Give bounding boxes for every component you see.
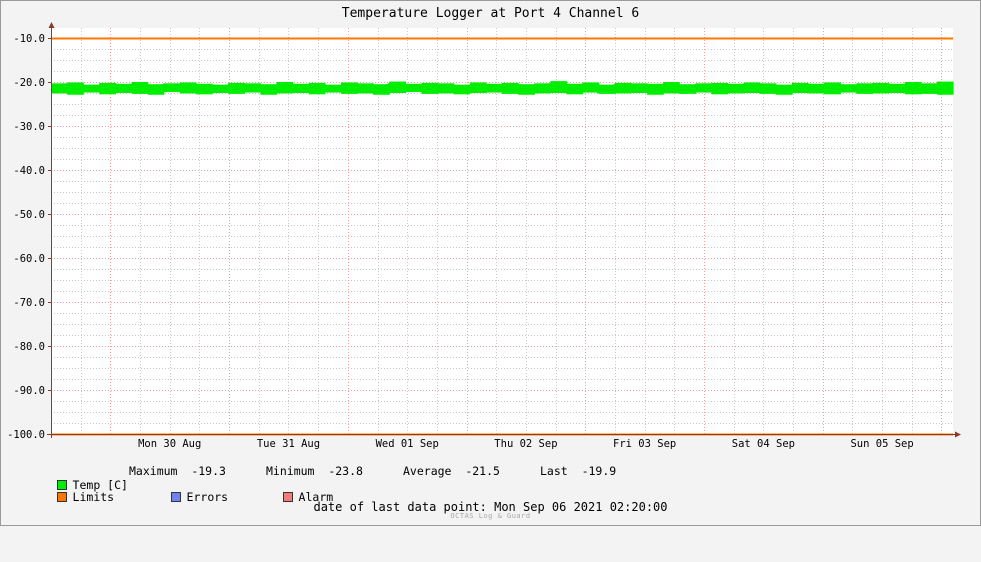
chart-frame: Temperature Logger at Port 4 Channel 6 -… — [0, 0, 981, 526]
plot-background — [51, 28, 953, 434]
legend-label-limits: Limits — [72, 490, 115, 504]
alarm-swatch — [282, 492, 293, 502]
errors-swatch — [170, 492, 181, 502]
legend-item-temp: Temp [C] — [15, 464, 128, 506]
y-tick-label: -40.0 — [13, 165, 45, 177]
x-tick-label: Fri 03 Sep — [613, 438, 676, 450]
y-tick-label: -20.0 — [13, 77, 45, 89]
y-tick-label: -100.0 — [7, 429, 45, 441]
y-axis-arrow — [48, 22, 55, 28]
stat-maximum: Maximum -19.3 — [129, 464, 226, 478]
stat-last: Last -19.9 — [540, 464, 616, 478]
temp-band-segment — [936, 81, 954, 95]
y-tick-label: -50.0 — [13, 209, 45, 221]
legend-row-temp: Temp [C] Maximum -19.3 Minimum -23.8 Ave… — [15, 464, 975, 562]
legend-label-temp: Temp [C] — [72, 478, 128, 492]
plot-area: -10.0 -20.0 -30.0 -40.0 -50.0 -60.0 -70.0 -80.0… — [7, 22, 961, 450]
x-tick-label: Wed 01 Sep — [376, 438, 439, 450]
y-tick-label: -80.0 — [13, 341, 45, 353]
y-tick-label: -10.0 — [13, 33, 45, 45]
stat-average-value: -21.5 — [465, 464, 500, 478]
y-tick-label: -60.0 — [13, 253, 45, 265]
legend-item-errors: Errors — [129, 476, 228, 518]
x-tick-label: Tue 31 Aug — [257, 438, 320, 450]
legend-label-errors: Errors — [186, 490, 229, 504]
last-data-point: date of last data point: Mon Sep 06 2021… — [1, 500, 980, 514]
legend-row-limits: Limits Errors Alarm — [15, 476, 975, 546]
last-data-point-value: Mon Sep 06 2021 02:20:00 — [494, 500, 668, 514]
stat-average-label: Average — [403, 464, 452, 478]
stat-minimum-value: -23.8 — [328, 464, 363, 478]
x-axis-arrow — [955, 431, 961, 438]
stat-last-label: Last — [540, 464, 568, 478]
x-tick-label: Sun 05 Sep — [850, 438, 913, 450]
credit-text: OCTAS Log & Guard — [450, 512, 531, 520]
legend-label-alarm: Alarm — [298, 490, 334, 504]
legend-item-limits: Limits — [15, 476, 114, 518]
stat-minimum-label: Minimum — [266, 464, 315, 478]
y-tick-label: -90.0 — [13, 385, 45, 397]
temp-series-line — [50, 82, 938, 94]
y-tick-label: -30.0 — [13, 121, 45, 133]
stat-last-value: -19.9 — [581, 464, 617, 478]
chart-title: Temperature Logger at Port 4 Channel 6 — [341, 6, 640, 21]
stat-maximum-label: Maximum — [129, 464, 178, 478]
last-data-point-label: date of last data point: — [313, 500, 487, 514]
stat-maximum-value: -19.3 — [191, 464, 226, 478]
stat-average: Average -21.5 — [403, 464, 500, 478]
x-tick-label: Thu 02 Sep — [494, 438, 557, 450]
legend-item-alarm: Alarm — [241, 476, 333, 518]
limits-swatch — [56, 492, 67, 502]
temp-swatch — [56, 480, 67, 490]
stat-minimum: Minimum -23.8 — [266, 464, 363, 478]
x-tick-label: Mon 30 Aug — [138, 438, 201, 450]
x-tick-label: Sat 04 Sep — [732, 438, 795, 450]
y-tick-label: -70.0 — [13, 297, 45, 309]
